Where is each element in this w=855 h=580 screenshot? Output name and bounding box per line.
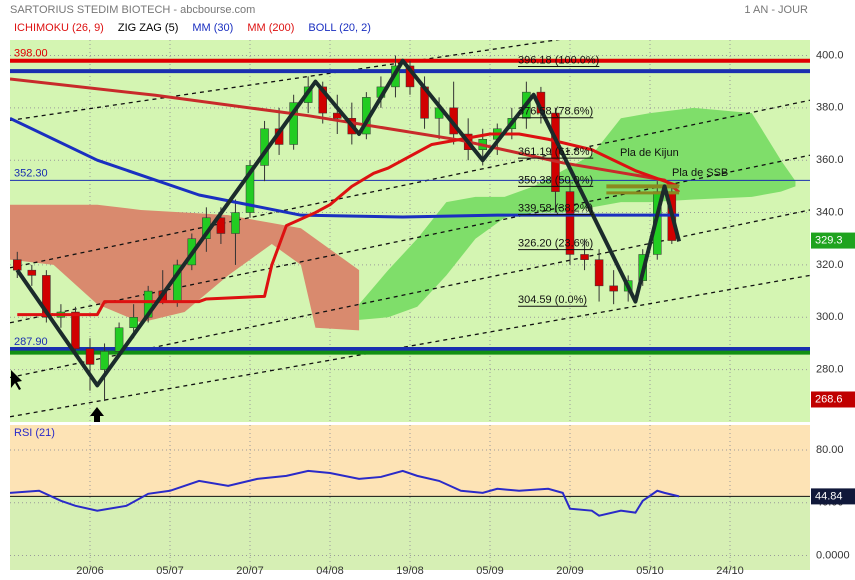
rsi-upper-zone (10, 425, 810, 497)
last-price-tag (811, 232, 855, 249)
candle-body (245, 165, 255, 213)
annotation: Pla de SSB (672, 167, 728, 179)
candle-body (85, 348, 95, 365)
x-tick-label: 05/10 (636, 565, 664, 577)
x-tick-label: 04/08 (316, 565, 344, 577)
fib-label: 339.58 (38.2%) (518, 203, 593, 215)
x-tick-label: 20/07 (236, 565, 264, 577)
period: 1 AN - JOUR (744, 4, 808, 16)
legend-entry: MM (200) (247, 22, 294, 34)
rsi-title: RSI (21) (14, 427, 55, 439)
candle-body (565, 191, 575, 255)
trend-line (10, 99, 810, 269)
arrow-marker (90, 407, 104, 422)
ichimoku-cloud (359, 107, 796, 320)
candle-body (231, 212, 240, 234)
last-price-tag-label: 329.3 (815, 234, 843, 246)
x-tick-label: 20/09 (556, 565, 584, 577)
candle-body (114, 327, 124, 352)
candle-body (318, 86, 327, 114)
y-tick-label: 300.0 (816, 311, 844, 323)
main-plot (10, 40, 810, 422)
candle-body (13, 259, 22, 271)
level-label: 287.90 (14, 336, 48, 348)
price-tag (811, 391, 855, 408)
fib-label: 396.18 (100.0%) (518, 54, 599, 66)
y-tick-label: 0.0000 (816, 549, 850, 561)
candle-body (42, 275, 51, 318)
candle-body (27, 269, 37, 276)
x-tick-label: 24/10 (716, 565, 744, 577)
y-tick-label: 340.0 (816, 206, 844, 218)
legend-entry: BOLL (20, 2) (308, 22, 371, 34)
candle-body (289, 102, 298, 145)
fib-label: 326.20 (23.6%) (518, 238, 593, 250)
candle-body (594, 259, 604, 287)
rsi-last-tag (811, 488, 855, 505)
rsi-plot (10, 425, 810, 570)
y-tick-label: 380.0 (816, 102, 844, 114)
indicator-line (15, 58, 682, 388)
y-tick-label: 80.00 (816, 444, 844, 456)
x-tick-label: 19/08 (396, 565, 424, 577)
trend-line (10, 154, 810, 324)
y-tick-label: 320.0 (816, 259, 844, 271)
annotation: Pla de Kijun (620, 147, 679, 159)
candle-body (580, 254, 589, 260)
x-tick-label: 05/09 (476, 565, 504, 577)
candle-body (129, 317, 138, 328)
chart-title: SARTORIUS STEDIM BIOTECH - abcbourse.com (10, 4, 255, 16)
cursor-marker (11, 370, 22, 390)
rsi-last-label: 44.84 (815, 490, 843, 502)
rsi-line (10, 469, 680, 517)
ichimoku-cloud (10, 204, 360, 331)
legend-entry: MM (30) (192, 22, 233, 34)
fib-label: 304.59 (0.0%) (518, 294, 587, 306)
price-tag-label: 268.6 (815, 393, 843, 405)
y-tick-label: 280.0 (816, 364, 844, 376)
level-label: 398.00 (14, 48, 48, 60)
legend-entry: ZIG ZAG (5) (118, 22, 179, 34)
candle-body (609, 285, 618, 292)
legend-entry: ICHIMOKU (26, 9) (14, 22, 104, 34)
x-tick-label: 05/07 (156, 565, 184, 577)
y-tick-label: 400.0 (816, 49, 844, 61)
x-tick-label: 20/06 (76, 565, 104, 577)
y-tick-label: 360.0 (816, 154, 844, 166)
level-label: 352.30 (14, 167, 48, 179)
candle-body (551, 112, 560, 192)
candle-body (100, 351, 109, 370)
fib-label: 350.38 (50.0%) (518, 174, 593, 186)
indicator-line (17, 132, 680, 317)
candle-body (71, 311, 80, 349)
fib-label: 376.58 (78.6%) (518, 106, 593, 118)
candle-body (216, 217, 226, 234)
indicator-line (10, 116, 680, 219)
fib-label: 361.19 (61.8%) (518, 146, 593, 158)
